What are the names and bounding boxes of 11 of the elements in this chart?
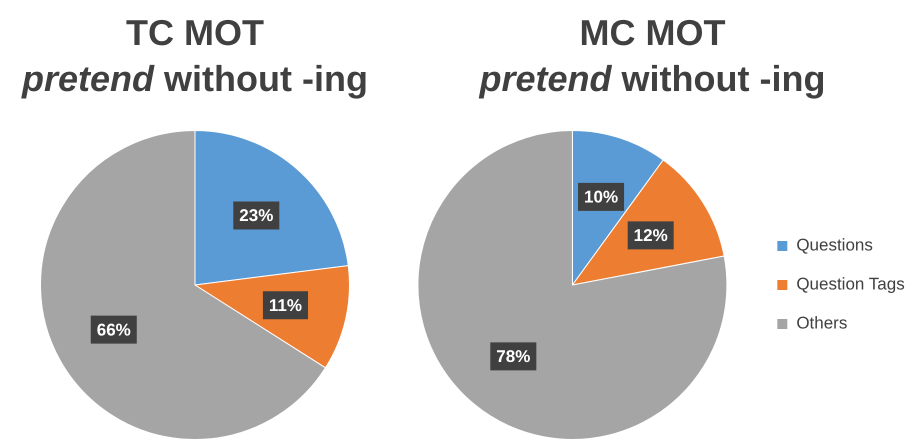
legend-label: Questions	[796, 236, 873, 255]
chart-title: TC MOT pretend without -ing	[20, 11, 369, 101]
data-label: 23%	[239, 206, 274, 226]
data-label: 11%	[268, 296, 302, 315]
chart-title: MC MOT pretend without -ing	[478, 11, 826, 101]
data-label: 10%	[584, 188, 618, 207]
data-label: 78%	[496, 347, 530, 366]
legend-label: Question Tags	[796, 274, 905, 294]
data-label: 66%	[96, 320, 131, 340]
legend-label: Others	[796, 314, 848, 333]
data-label: 12%	[634, 226, 668, 246]
